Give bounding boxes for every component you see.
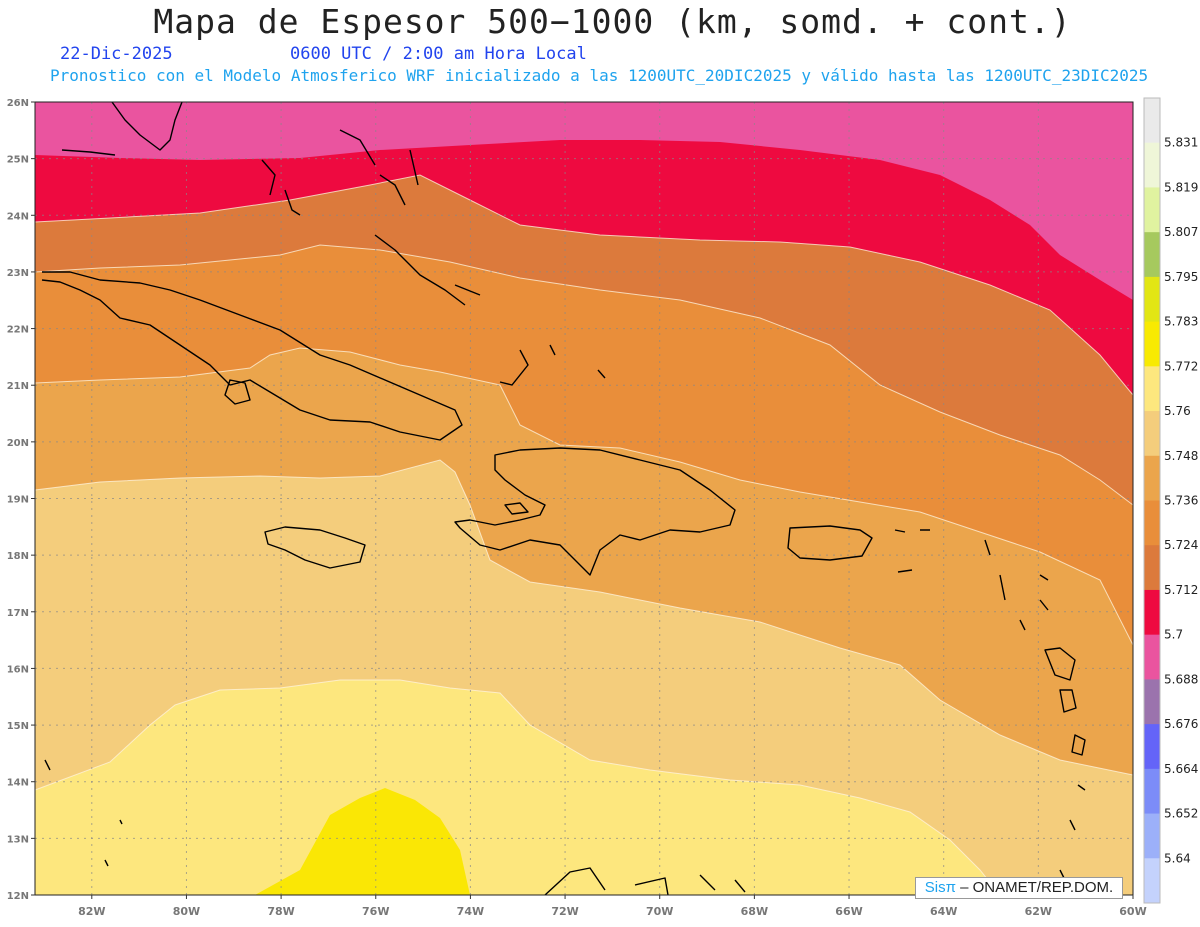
lat-tick-label: 24N: [7, 211, 29, 222]
lon-tick-label: 68W: [741, 905, 768, 918]
colorbar-swatch: [1144, 98, 1160, 144]
lon-tick-label: 82W: [78, 905, 105, 918]
lat-tick-label: 19N: [7, 495, 29, 506]
lon-tick-label: 64W: [930, 905, 957, 918]
colorbar-swatch: [1144, 634, 1160, 680]
latitude-ticks: 12N 13N 14N 15N 16N 17N 18N 19N 20N 21N 22N 23N 24N 2…: [7, 98, 35, 902]
colorbar-swatch: [1144, 589, 1160, 636]
florida-coast: [111, 101, 183, 151]
lat-tick-label: 13N: [7, 834, 29, 845]
colorbar-swatch: [1144, 276, 1160, 323]
colorbar-swatch: [1144, 679, 1160, 725]
lon-tick-label: 66W: [835, 905, 862, 918]
colorbar-label: 5.748: [1164, 449, 1198, 463]
colorbar-swatch: [1144, 142, 1160, 188]
credit-badge: Sisπ – ONAMET/REP.DOM.: [915, 877, 1123, 899]
colorbar-label: 5.76: [1164, 404, 1191, 418]
lon-tick-label: 62W: [1025, 905, 1052, 918]
lat-tick-label: 26N: [7, 98, 29, 109]
forecast-date: 22-Dic-2025: [60, 44, 173, 64]
colorbar-label: 5.724: [1164, 538, 1198, 552]
lon-tick-label: 70W: [646, 905, 673, 918]
lon-tick-label: 78W: [267, 905, 294, 918]
lat-tick-label: 14N: [7, 778, 29, 789]
bahamas-coast: [261, 129, 606, 386]
lon-tick-label: 80W: [173, 905, 200, 918]
colorbar-swatch: [1144, 858, 1160, 904]
colorbar-label: 5.831: [1164, 136, 1198, 150]
band-yellow: [255, 788, 470, 895]
cuba-coast: [41, 271, 463, 441]
puerto-rico-coast: [787, 525, 873, 561]
thickness-fill-bands: [35, 102, 1133, 895]
credit-brand: Sisπ: [924, 879, 956, 896]
lat-tick-label: 23N: [7, 268, 29, 279]
forecast-description: Pronostico con el Modelo Atmosferico WRF…: [50, 66, 1149, 85]
band-light-yellow: [35, 680, 1000, 895]
lat-tick-label: 15N: [7, 721, 29, 732]
longitude-ticks: 82W 80W 78W 76W 74W 72W 70W 68W 66W 64W 62W 60W: [78, 895, 1147, 918]
colorbar-label: 5.807: [1164, 225, 1198, 239]
contour-lines: [34, 174, 1134, 896]
colorbar-swatch: [1144, 366, 1160, 412]
south-america-coast: [544, 867, 746, 896]
isla-juventud: [224, 379, 251, 405]
colorbar-swatch: [1144, 411, 1160, 457]
lesser-antilles: [984, 539, 1086, 881]
colorbar-swatch: [1144, 321, 1160, 367]
colorbar-label: 5.7: [1164, 628, 1183, 642]
colorbar-label: 5.664: [1164, 762, 1198, 776]
gonave-island: [504, 502, 529, 515]
colorbar-swatch: [1144, 500, 1160, 546]
colorbar-swatch: [1144, 724, 1160, 770]
lon-tick-label: 74W: [457, 905, 484, 918]
colorbar-swatch: [1144, 232, 1160, 278]
keys-coast: [61, 149, 116, 156]
colorbar-swatch: [1144, 455, 1160, 501]
lat-tick-label: 21N: [7, 381, 29, 392]
credit-org: – ONAMET/REP.DOM.: [960, 879, 1114, 896]
colorbar-swatch: [1144, 768, 1160, 815]
colorbar-label: 5.783: [1164, 315, 1198, 329]
colorbar-label: 5.736: [1164, 494, 1198, 508]
colorbar-label: 5.676: [1164, 717, 1198, 731]
lon-tick-label: 76W: [362, 905, 389, 918]
lat-tick-label: 20N: [7, 438, 29, 449]
small-islands: [44, 759, 123, 867]
lon-tick-label: 60W: [1119, 905, 1146, 918]
colorbar-swatch: [1144, 813, 1160, 859]
colorbar-label: 5.819: [1164, 180, 1198, 194]
lat-tick-label: 16N: [7, 664, 29, 675]
lat-tick-label: 25N: [7, 155, 29, 166]
forecast-time: 0600 UTC / 2:00 am Hora Local: [290, 44, 587, 64]
lon-tick-label: 72W: [551, 905, 578, 918]
coastlines: [41, 101, 1086, 896]
lat-tick-label: 17N: [7, 608, 29, 619]
lat-tick-label: 22N: [7, 325, 29, 336]
colorbar-label: 5.688: [1164, 672, 1198, 686]
colorbar-label: 5.64: [1164, 851, 1191, 865]
colorbar: 5.64 5.652 5.664 5.676 5.688 5.7 5.712 5.724 5.7…: [1143, 97, 1198, 904]
colorbar-frame: [1143, 97, 1161, 904]
virgin-islands: [894, 529, 930, 573]
colorbar-label: 5.772: [1164, 359, 1198, 373]
hispaniola-coast: [454, 447, 736, 576]
jamaica-coast: [264, 526, 366, 569]
colorbar-label: 5.795: [1164, 270, 1198, 284]
colorbar-swatch: [1144, 545, 1160, 591]
lat-tick-label: 18N: [7, 551, 29, 562]
lat-lon-gridlines: [35, 102, 1133, 895]
colorbar-label: 5.652: [1164, 807, 1198, 821]
lat-tick-label: 12N: [7, 891, 29, 902]
colorbar-label: 5.712: [1164, 583, 1198, 597]
map-title: Mapa de Espesor 500−1000 (km, somd. + co…: [153, 2, 1072, 41]
colorbar-swatch: [1144, 187, 1160, 233]
